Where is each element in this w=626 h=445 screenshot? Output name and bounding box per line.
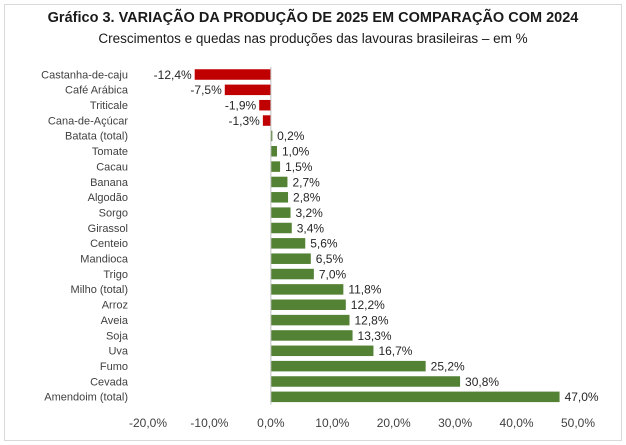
bar-16 bbox=[270, 314, 350, 326]
value-labels-group: -12,4%-7,5%-1,9%-1,3% 0,2% 1,0%1,5%2,7% 2,8… bbox=[154, 68, 599, 404]
x-tick-label-3: 10,0% bbox=[315, 416, 349, 430]
category-label-5: Tomate bbox=[92, 146, 128, 158]
value-label-19: 25,2% bbox=[431, 359, 465, 373]
value-label-20: 30,8% bbox=[465, 375, 499, 389]
category-label-7: Banana bbox=[90, 177, 129, 189]
value-label-8: 2,8% bbox=[293, 191, 321, 205]
bar-10 bbox=[270, 222, 292, 234]
bar-7 bbox=[270, 176, 288, 188]
category-label-14: Milho (total) bbox=[71, 284, 128, 296]
value-label-17: 13,3% bbox=[358, 329, 392, 343]
value-label-4: 0,2% bbox=[277, 129, 305, 143]
value-label-9: 3,2% bbox=[296, 206, 324, 220]
value-label-13: 7,0% bbox=[319, 267, 347, 281]
value-label-1: -7,5% bbox=[190, 83, 222, 97]
value-label-3: -1,3% bbox=[229, 114, 261, 128]
bar-0 bbox=[194, 69, 271, 80]
bar-4 bbox=[270, 130, 273, 142]
bar-6 bbox=[270, 161, 281, 172]
category-labels-group: Castanha-de-caju Café Arábica Triticale Can… bbox=[41, 69, 129, 403]
x-tick-label-1: -10,0% bbox=[190, 416, 228, 430]
category-label-9: Sorgo bbox=[99, 207, 128, 219]
category-label-8: Algodão bbox=[88, 192, 128, 204]
value-label-6: 1,5% bbox=[285, 160, 313, 174]
value-label-10: 3,4% bbox=[297, 221, 325, 235]
value-label-5: 1,0% bbox=[282, 145, 310, 159]
bar-11 bbox=[270, 238, 306, 249]
bar-1 bbox=[224, 84, 271, 96]
value-label-7: 2,7% bbox=[292, 175, 320, 189]
category-label-20: Cevada bbox=[90, 376, 129, 388]
bar-2 bbox=[259, 99, 271, 111]
value-label-11: 5,6% bbox=[310, 237, 338, 251]
category-label-16: Aveia bbox=[101, 315, 129, 327]
value-label-14: 11,8% bbox=[348, 283, 381, 297]
category-label-6: Cacau bbox=[96, 161, 128, 173]
bar-9 bbox=[270, 207, 291, 218]
bar-17 bbox=[270, 330, 353, 341]
value-label-18: 16,7% bbox=[378, 344, 412, 358]
category-label-12: Mandioca bbox=[80, 254, 129, 266]
x-tick-labels-group: -20,0% -10,0% 0,0% 10,0% 20,0% 30,0% 40,0% 50,0… bbox=[129, 416, 595, 430]
category-label-0: Castanha-de-caju bbox=[41, 69, 128, 81]
chart-subtitle: Crescimentos e quedas nas produções das … bbox=[98, 31, 528, 46]
bar-20 bbox=[270, 376, 461, 387]
category-label-21: Amendoim (total) bbox=[44, 392, 128, 404]
bars-group bbox=[194, 69, 560, 403]
value-label-21: 47,0% bbox=[565, 390, 599, 404]
x-tick-label-0: -20,0% bbox=[129, 416, 167, 430]
category-label-18: Uva bbox=[108, 346, 128, 358]
x-tick-label-2: 0,0% bbox=[257, 416, 285, 430]
bar-14 bbox=[270, 284, 344, 295]
chart-title: Gráfico 3. VARIAÇÃO DA PRODUÇÃO DE 2025 … bbox=[47, 10, 579, 26]
category-label-11: Centeio bbox=[90, 238, 128, 250]
bar-18 bbox=[270, 345, 374, 357]
bar-5 bbox=[270, 146, 277, 157]
bar-19 bbox=[270, 360, 426, 372]
category-label-4: Batata (total) bbox=[65, 131, 128, 143]
value-label-16: 12,8% bbox=[354, 313, 388, 327]
category-label-1: Café Arábica bbox=[65, 85, 129, 97]
bar-13 bbox=[270, 268, 314, 280]
x-tick-label-6: 40,0% bbox=[500, 416, 534, 430]
bar-3 bbox=[262, 115, 271, 126]
category-label-3: Cana-de-Açúcar bbox=[48, 115, 128, 127]
x-tick-label-5: 30,0% bbox=[438, 416, 472, 430]
bar-8 bbox=[270, 192, 289, 203]
category-label-2: Triticale bbox=[90, 100, 128, 112]
category-label-19: Fumo bbox=[100, 361, 128, 373]
value-label-15: 12,2% bbox=[351, 298, 385, 312]
value-label-0: -12,4% bbox=[154, 68, 192, 82]
category-label-10: Girassol bbox=[88, 223, 128, 235]
bar-12 bbox=[270, 253, 311, 264]
bar-21 bbox=[270, 391, 560, 403]
category-label-13: Trigo bbox=[103, 269, 128, 281]
value-label-2: -1,9% bbox=[225, 99, 257, 113]
value-label-12: 6,5% bbox=[316, 252, 344, 266]
x-tick-label-7: 50,0% bbox=[561, 416, 595, 430]
x-tick-label-4: 20,0% bbox=[377, 416, 411, 430]
bar-15 bbox=[270, 299, 346, 310]
category-label-17: Soja bbox=[106, 330, 129, 342]
category-label-15: Arroz bbox=[102, 300, 128, 312]
